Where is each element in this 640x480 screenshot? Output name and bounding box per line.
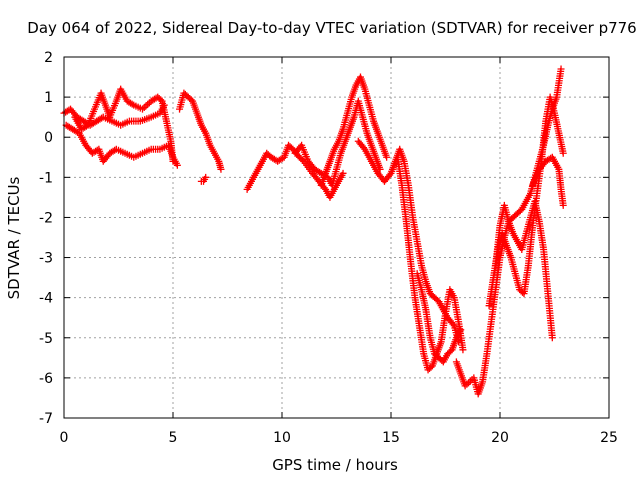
y-tick-label: 0 xyxy=(44,130,53,146)
y-tick-label: -1 xyxy=(39,170,53,186)
series-sat-e xyxy=(197,173,210,185)
y-tick-label: -2 xyxy=(39,210,53,226)
y-tick-label: -7 xyxy=(39,411,53,427)
data-point xyxy=(157,96,165,104)
data-point xyxy=(339,169,347,177)
y-axis: 2 1 0 -1 -2 -3 -4 -5 -6 -7 xyxy=(39,50,609,427)
x-tick-label: 15 xyxy=(382,430,400,446)
data-markers xyxy=(60,65,567,398)
data-point xyxy=(386,171,394,179)
y-tick-label: -6 xyxy=(39,371,53,387)
data-point xyxy=(457,326,465,334)
data-point xyxy=(383,153,391,161)
data-point xyxy=(202,173,210,181)
data-point xyxy=(557,65,565,73)
data-point xyxy=(140,104,148,112)
chart-title: Day 064 of 2022, Sidereal Day-to-day VTE… xyxy=(27,19,636,37)
series-sat-h xyxy=(317,73,391,189)
plot-frame xyxy=(63,56,610,419)
series-sat-c xyxy=(71,85,177,165)
series-sat-d xyxy=(176,89,225,173)
x-tick-label: 20 xyxy=(491,430,509,446)
data-point xyxy=(449,320,457,328)
x-tick-label: 25 xyxy=(600,430,618,446)
y-tick-label: 2 xyxy=(44,50,53,66)
data-point xyxy=(173,161,181,169)
data-point xyxy=(144,100,152,108)
x-axis-label: GPS time / hours xyxy=(272,456,398,474)
y-axis-label: SDTVAR / TECUs xyxy=(5,176,23,299)
series-sat-l xyxy=(452,65,565,398)
series-sat-o xyxy=(529,153,567,209)
data-point xyxy=(459,346,467,354)
x-axis: 0 5 10 15 20 25 xyxy=(60,57,618,446)
data-point xyxy=(360,144,368,152)
series-sat-n xyxy=(492,197,556,342)
series-sat-f xyxy=(243,141,347,201)
data-point xyxy=(559,149,567,157)
x-tick-label: 10 xyxy=(273,430,291,446)
data-point xyxy=(548,334,556,342)
y-tick-label: -5 xyxy=(39,331,53,347)
data-point xyxy=(128,100,136,108)
y-tick-label: 1 xyxy=(44,90,53,106)
y-tick-label: -4 xyxy=(39,291,53,307)
x-tick-label: 0 xyxy=(60,430,69,446)
data-point xyxy=(466,377,474,385)
series-sat-k xyxy=(413,270,465,366)
data-point xyxy=(559,201,567,209)
x-tick-label: 5 xyxy=(169,430,178,446)
y-tick-label: -3 xyxy=(39,251,53,267)
series-sat-j xyxy=(394,153,467,374)
data-point xyxy=(169,157,177,165)
data-point xyxy=(217,165,225,173)
